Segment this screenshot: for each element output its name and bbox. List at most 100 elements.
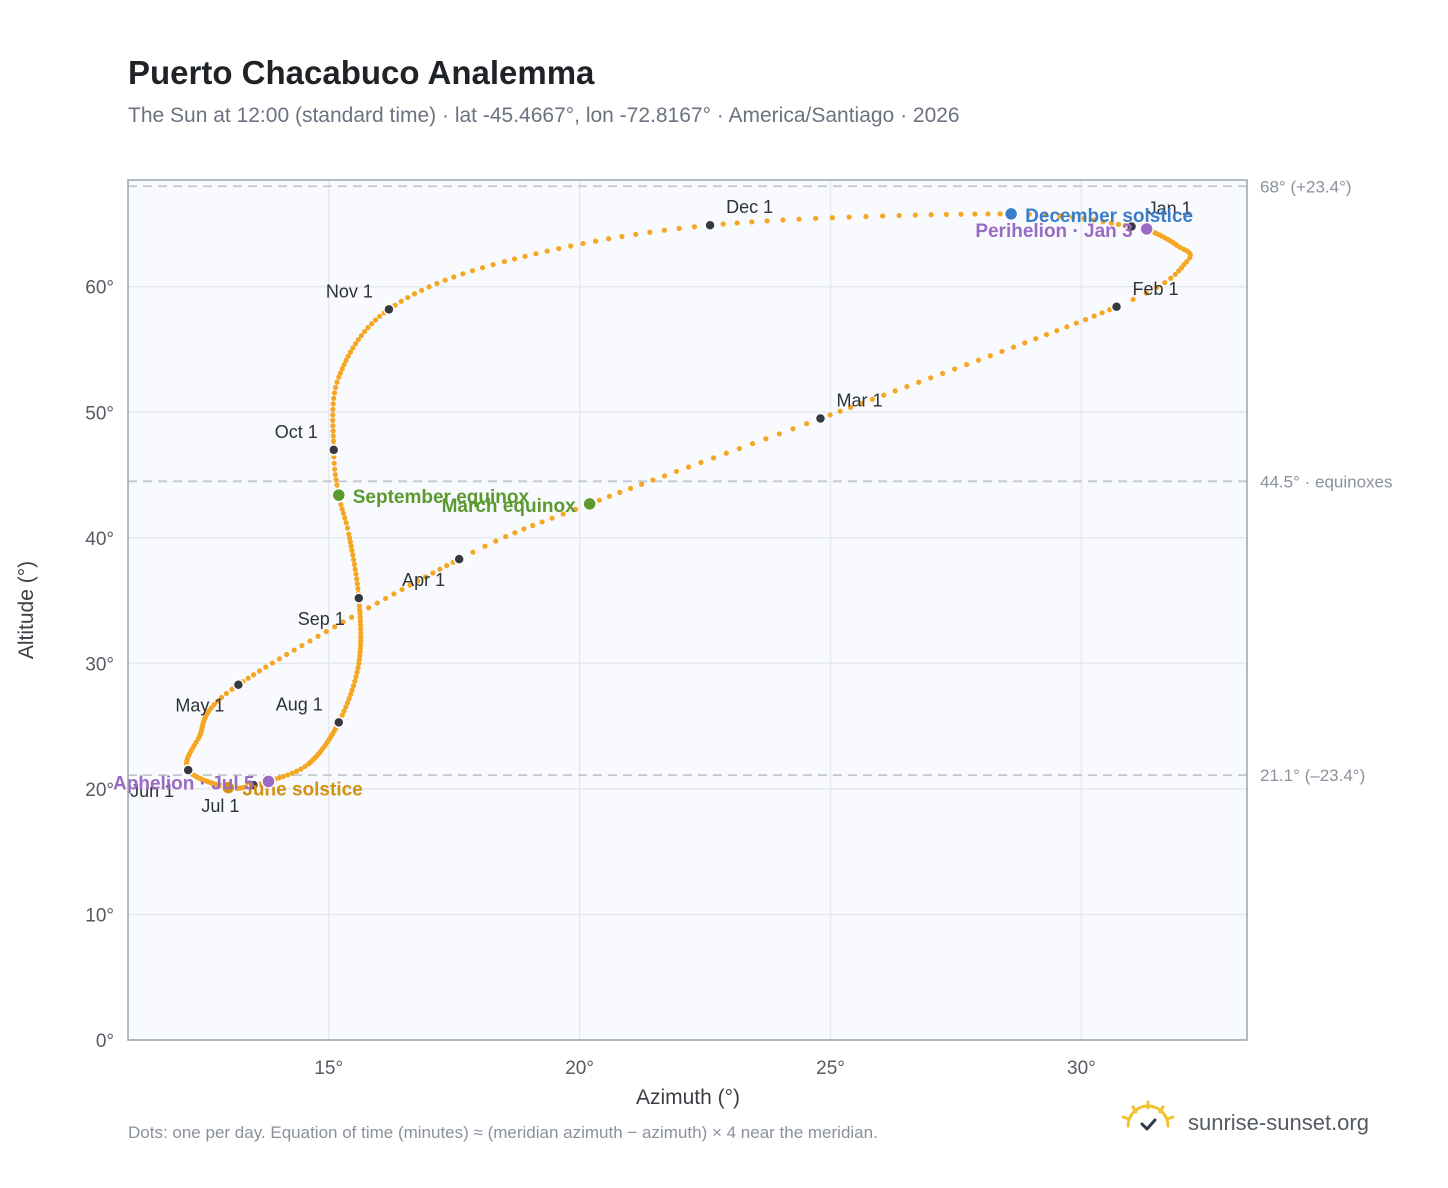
daily-sun-dot bbox=[366, 605, 372, 611]
daily-sun-dot bbox=[451, 274, 457, 280]
daily-sun-dot bbox=[1057, 213, 1063, 219]
month-marker-label: Oct 1 bbox=[275, 422, 318, 442]
x-axis-label: Azimuth (°) bbox=[636, 1086, 740, 1109]
daily-sun-dot bbox=[1162, 279, 1168, 286]
y-tick-label: 40° bbox=[85, 529, 114, 550]
daily-sun-dot bbox=[892, 388, 898, 394]
daily-sun-dot bbox=[442, 277, 448, 283]
daily-sun-dot bbox=[330, 438, 337, 444]
daily-sun-dot bbox=[358, 332, 364, 339]
month-marker bbox=[814, 412, 827, 425]
month-marker-label: Nov 1 bbox=[326, 281, 373, 301]
daily-sun-dot bbox=[332, 384, 339, 391]
daily-sun-dot bbox=[340, 619, 346, 625]
daily-sun-dot bbox=[470, 549, 476, 555]
reference-line-label: 68° (+23.4°) bbox=[1260, 177, 1352, 196]
daily-sun-dot bbox=[444, 563, 450, 569]
daily-sun-dot bbox=[1107, 307, 1113, 313]
daily-sun-dot bbox=[975, 357, 982, 363]
daily-sun-dot bbox=[356, 603, 363, 609]
daily-sun-dot bbox=[342, 515, 348, 521]
daily-sun-dot bbox=[350, 552, 356, 558]
daily-sun-dot bbox=[353, 674, 359, 680]
event-marker bbox=[1003, 206, 1019, 222]
daily-sun-dot bbox=[302, 763, 308, 770]
brand-text[interactable]: sunrise-sunset.org bbox=[1188, 1110, 1369, 1135]
brand[interactable]: sunrise-sunset.org bbox=[1120, 1100, 1369, 1144]
daily-sun-dot bbox=[357, 645, 364, 652]
daily-sun-dot bbox=[723, 450, 729, 456]
daily-sun-dot bbox=[391, 591, 397, 597]
daily-sun-dot bbox=[365, 325, 371, 331]
daily-sun-dot bbox=[1082, 316, 1089, 323]
event-label: September equinox bbox=[353, 487, 530, 508]
daily-sun-dot bbox=[411, 291, 418, 297]
daily-sun-dot bbox=[1026, 211, 1032, 217]
daily-sun-dot bbox=[912, 212, 918, 218]
daily-sun-dot bbox=[501, 259, 507, 265]
daily-sun-dot bbox=[276, 775, 282, 781]
event-label: Perihelion · Jan 3 bbox=[975, 221, 1132, 242]
daily-sun-dot bbox=[331, 395, 337, 401]
daily-sun-dot bbox=[426, 284, 432, 290]
daily-sun-dot bbox=[829, 215, 835, 221]
daily-sun-dot bbox=[482, 543, 488, 549]
month-marker bbox=[247, 779, 260, 791]
daily-sun-dot bbox=[869, 396, 875, 402]
chart-subtitle: The Sun at 12:00 (standard time) · lat -… bbox=[128, 104, 960, 127]
daily-sun-dot bbox=[880, 213, 886, 219]
daily-sun-dot bbox=[357, 606, 363, 613]
daily-sun-dot bbox=[533, 251, 539, 257]
month-marker bbox=[453, 553, 465, 565]
event-label: March equinox bbox=[442, 496, 577, 517]
daily-sun-dot bbox=[469, 268, 476, 274]
month-marker-label: Apr 1 bbox=[402, 570, 445, 590]
daily-sun-dot bbox=[1091, 313, 1097, 319]
daily-sun-dot bbox=[572, 506, 579, 512]
daily-sun-dot bbox=[764, 218, 770, 224]
month-marker bbox=[333, 716, 345, 729]
daily-sun-dot bbox=[928, 375, 934, 381]
daily-sun-dot bbox=[352, 341, 359, 347]
daily-sun-dot bbox=[1043, 332, 1050, 338]
daily-sun-dot bbox=[530, 522, 536, 529]
y-tick-label: 50° bbox=[85, 403, 114, 424]
month-markers: Jan 1 Feb 1 Mar 1 Apr 1 May 1 Jun 1 Jul 1 Aug 1… bbox=[130, 197, 1191, 816]
daily-sun-dot bbox=[407, 582, 413, 588]
daily-sun-dot bbox=[358, 634, 364, 640]
month-marker bbox=[353, 592, 365, 604]
daily-sun-dot bbox=[1143, 290, 1149, 296]
daily-sun-dot bbox=[358, 638, 364, 644]
daily-sun-dot bbox=[720, 221, 726, 227]
event-marker bbox=[221, 780, 236, 795]
daily-sun-dot bbox=[333, 477, 339, 483]
daily-sun-dot bbox=[405, 294, 411, 301]
y-tick-label: 60° bbox=[85, 278, 114, 299]
daily-sun-dot bbox=[352, 678, 358, 684]
daily-sun-dot bbox=[372, 317, 379, 323]
daily-sun-dot bbox=[263, 664, 269, 670]
daily-sun-dot bbox=[1108, 220, 1114, 226]
daily-sun-dot bbox=[330, 428, 336, 434]
daily-sun-dot bbox=[357, 622, 364, 628]
daily-sun-dot bbox=[349, 687, 355, 693]
daily-sun-dot bbox=[512, 530, 518, 536]
daily-sun-dot bbox=[357, 614, 363, 620]
daily-sun-dot bbox=[698, 459, 704, 466]
daily-sun-dot bbox=[339, 506, 345, 512]
daily-sun-dot bbox=[353, 571, 359, 577]
daily-sun-dot bbox=[269, 660, 276, 666]
event-marker bbox=[1139, 221, 1154, 237]
daily-sun-dot bbox=[354, 576, 360, 582]
daily-sun-dot bbox=[647, 229, 653, 235]
daily-sun-dot bbox=[1100, 219, 1106, 225]
daily-sun-dot bbox=[710, 455, 717, 461]
daily-sun-dot bbox=[1091, 217, 1097, 223]
daily-sun-dot bbox=[307, 638, 313, 644]
daily-sun-dot bbox=[1168, 275, 1174, 281]
daily-sun-dot bbox=[256, 668, 263, 674]
month-marker-label: May 1 bbox=[175, 696, 224, 716]
daily-sun-dot bbox=[790, 426, 796, 432]
daily-sun-dot bbox=[276, 656, 283, 662]
